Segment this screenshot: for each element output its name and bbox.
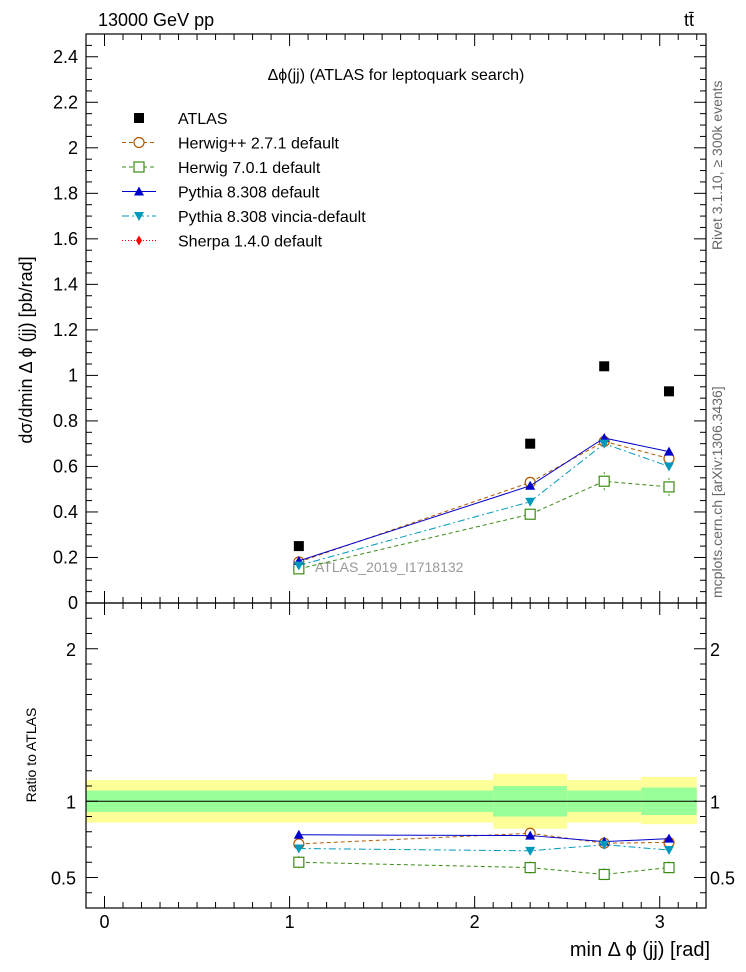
legend-marker-pythia-8-308-vincia-default: [134, 212, 144, 221]
legend: ATLAS Herwig++ 2.7.1 default Herwig 7.0.1 …: [122, 111, 366, 251]
herwig-7-0-1-default-line: [298, 480, 670, 570]
atlas-point: [525, 438, 536, 449]
x-tick-label: 2: [470, 912, 480, 932]
main-y-tick-label: 2: [68, 138, 78, 158]
pythia-8-308-vincia-default-point: [663, 462, 674, 472]
pythia-8-308-default-point: [525, 830, 536, 840]
pythia-8-308-vincia-default-point: [293, 844, 304, 854]
ratio-y-tick-label-left: 2: [66, 640, 76, 660]
atlas-point: [663, 386, 674, 397]
pythia-8-308-default-point: [663, 446, 674, 456]
chart-title: Δϕ(jj) (ATLAS for leptoquark search): [268, 67, 525, 84]
atlas-point: [293, 541, 304, 552]
rivet-side-label: Rivet 3.1.10, ≥ 300k events: [709, 80, 725, 250]
main-y-tick-label: 1.8: [53, 183, 78, 203]
ratio-y-tick-label-right: 2: [710, 640, 720, 660]
herwig-7-0-1-default-point: [598, 475, 610, 487]
main-y-tick-label: 2.2: [53, 92, 78, 112]
legend-marker-sherpa-1-4-0-default: [136, 235, 142, 246]
main-y-tick-label: 0.6: [53, 456, 78, 476]
main-y-tick-label: 1.6: [53, 229, 78, 249]
legend-marker-atlas: [134, 113, 144, 123]
legend-marker-pythia-8-308-default: [134, 186, 144, 196]
x-axis-label: min Δ ϕ (jj) [rad]: [570, 939, 710, 961]
process-label: tt̄: [684, 10, 694, 30]
main-y-tick-label: 1: [68, 365, 78, 385]
pythia-8-308-vincia-default-line: [298, 443, 670, 566]
pythia-8-308-vincia-default-point: [599, 439, 610, 449]
herwig-7-0-1-default-point: [293, 856, 305, 868]
x-tick-label: 3: [655, 912, 665, 932]
legend-label-sherpa-1-4-0-default: Sherpa 1.4.0 default: [178, 234, 323, 251]
ratio-y-tick-label-right: 0.5: [710, 869, 735, 889]
legend-label-herwig-7-0-1-default: Herwig 7.0.1 default: [178, 160, 321, 177]
main-y-tick-label-zero: 0: [68, 593, 78, 613]
ratio-y-tick-label-right: 1: [710, 792, 720, 812]
herwig-7-0-1-default-line: [298, 861, 670, 875]
main-y-tick-label: 1.2: [53, 320, 78, 340]
pythia-8-308-default-line: [298, 437, 670, 562]
legend-label-pythia-8-308-default: Pythia 8.308 default: [178, 185, 320, 202]
main-panel-series: [293, 361, 675, 575]
pythia-8-308-vincia-default-point: [663, 846, 674, 856]
pythia-8-308-vincia-default-line: [298, 844, 670, 852]
ratio-uncertainty-bands: [86, 773, 697, 829]
x-tick-label: 1: [285, 912, 295, 932]
main-y-tick-label: 1.4: [53, 274, 78, 294]
pythia-8-308-default-point: [663, 833, 674, 843]
main-y-tick-label: 0.2: [53, 547, 78, 567]
mcplots-side-label: mcplots.cern.ch [arXiv:1306.3436]: [709, 386, 725, 598]
pythia-8-308-default-point: [293, 829, 304, 839]
legend-label-atlas: ATLAS: [178, 111, 228, 128]
herwig-2-7-1-default-line: [298, 440, 670, 563]
ratio-y-tick-label-left: 1: [66, 792, 76, 812]
pythia-8-308-vincia-default-point: [293, 561, 304, 571]
herwig-7-0-1-default-point: [524, 861, 536, 874]
pythia-8-308-vincia-default-point: [525, 497, 536, 507]
atlas-point: [599, 361, 610, 372]
ratio-panel-axes: 0 1 2 3 0.5 0.5 1 1 2 2: [51, 602, 735, 932]
main-y-axis-label: dσ/dmin Δ ϕ (jj) [pb/rad]: [16, 256, 36, 443]
herwig-7-0-1-default-point: [598, 868, 610, 881]
pythia-8-308-default-point: [525, 480, 536, 490]
ratio-panel-frame: [85, 602, 707, 909]
ratio-y-axis-label: Ratio to ATLAS: [23, 708, 39, 803]
main-y-tick-label: 0.4: [53, 502, 78, 522]
main-panel-axes: 0.2 0.4 0.6 0.8 1 1.2 1.4 1.6 1.8 2 2.2 2.4 0: [53, 33, 707, 613]
energy-label: 13000 GeV pp: [98, 10, 214, 30]
legend-marker-herwig-7-0-1-default: [133, 161, 145, 173]
pythia-8-308-default-line: [298, 834, 670, 843]
legend-label-herwig-2-7-1-default: Herwig++ 2.7.1 default: [178, 136, 340, 153]
x-tick-label: 0: [99, 912, 109, 932]
herwig-7-0-1-default-point: [663, 481, 675, 493]
ratio-y-tick-label-left: 0.5: [51, 869, 76, 889]
analysis-watermark: ATLAS_2019_I1718132: [315, 559, 464, 575]
herwig-7-0-1-default-point: [524, 508, 536, 520]
legend-marker-herwig-2-7-1-default: [133, 136, 145, 149]
main-y-tick-label: 2.4: [53, 47, 78, 67]
legend-label-pythia-8-308-vincia-default: Pythia 8.308 vincia-default: [178, 209, 366, 226]
ratio-panel-series: [293, 827, 675, 881]
pythia-8-308-vincia-default-point: [599, 840, 610, 850]
main-y-tick-label: 0.8: [53, 411, 78, 431]
pythia-8-308-vincia-default-point: [525, 846, 536, 856]
herwig-7-0-1-default-point: [663, 861, 675, 874]
